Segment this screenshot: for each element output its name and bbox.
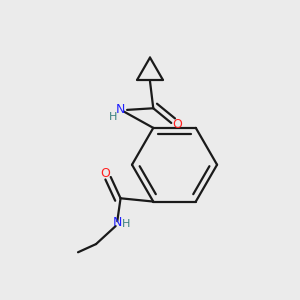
Text: O: O: [172, 118, 182, 131]
Text: N: N: [112, 216, 122, 229]
Text: O: O: [100, 167, 110, 180]
Text: N: N: [116, 103, 125, 116]
Text: H: H: [109, 112, 118, 122]
Text: H: H: [122, 220, 130, 230]
